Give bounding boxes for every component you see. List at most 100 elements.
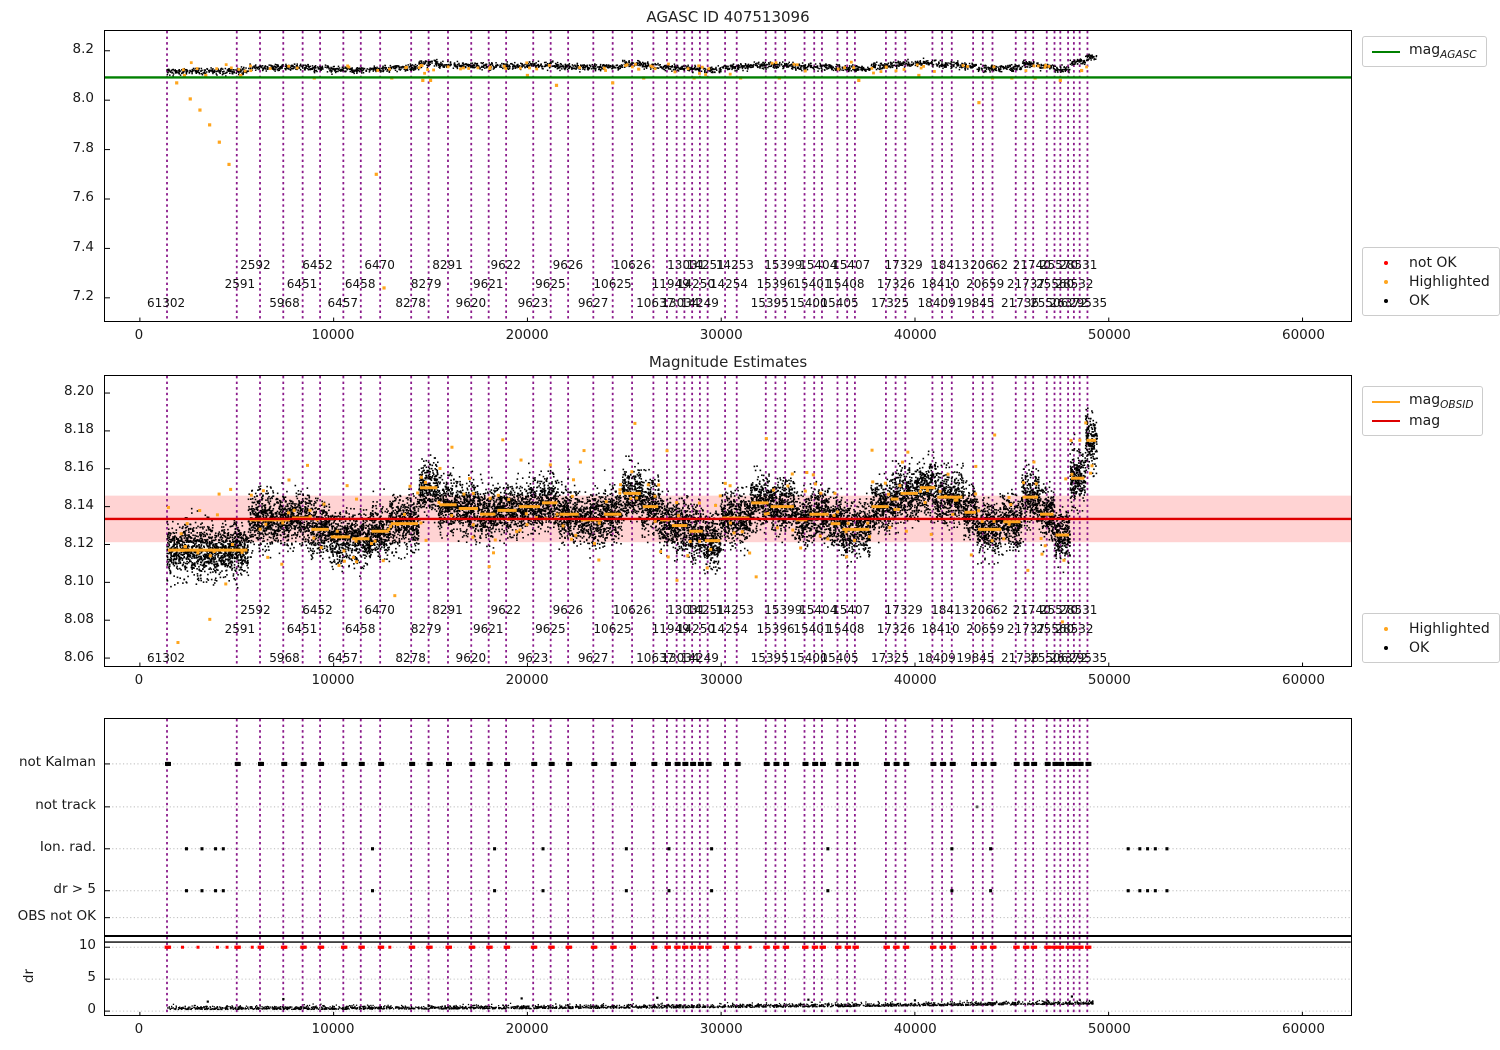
- obsid-label-8279: 8279: [411, 622, 442, 636]
- obsid-label-17329: 17329: [885, 258, 923, 272]
- obsid-label-21737: 21737: [1007, 622, 1045, 636]
- obsid-label-13031: 13031: [667, 258, 705, 272]
- obsid-label-15395: 15395: [751, 296, 789, 310]
- obsid-label-14250: 14250: [677, 622, 715, 636]
- obsid-label-15400: 15400: [789, 651, 827, 665]
- legend-swatch-mag-obsid: [1372, 400, 1400, 403]
- top-xtick-0: 0: [94, 327, 184, 343]
- obsid-label-6452: 6452: [302, 258, 333, 272]
- obsid-label-15405: 15405: [821, 651, 859, 665]
- legend-swatch-highlighted-mid: [1372, 626, 1400, 631]
- obsid-label-61302: 61302: [147, 296, 185, 310]
- dr-axis-label: dr: [21, 961, 37, 991]
- obsid-label-6457: 6457: [327, 651, 358, 665]
- bottom-panel-dr-area: [104, 936, 1352, 1016]
- mid-xtick-50000: 50000: [1064, 672, 1154, 688]
- top-ytick-8.2: 8.2: [42, 41, 94, 57]
- obsid-label-13034: 13034: [661, 296, 699, 310]
- obsid-label-15396: 15396: [756, 622, 794, 636]
- obsid-label-9621: 9621: [473, 622, 504, 636]
- obsid-label-6470: 6470: [364, 258, 395, 272]
- obsid-label-61302: 61302: [147, 651, 185, 665]
- legend-item-mag: mag: [1372, 411, 1473, 430]
- top-panel-legend-points: not OK Highlighted OK: [1362, 247, 1500, 316]
- top-panel-title: AGASC ID 407513096: [104, 8, 1352, 26]
- obsid-label-14253: 14253: [716, 258, 754, 272]
- mid-ytick-8.12: 8.12: [32, 535, 94, 551]
- middle-panel-legend-points: Highlighted OK: [1362, 613, 1500, 663]
- obsid-label-15408: 15408: [826, 622, 864, 636]
- obsid-label-21737: 21737: [1007, 277, 1045, 291]
- dr-canvas: [105, 937, 1351, 1015]
- legend-item-mag-agasc: magAGASC: [1372, 42, 1477, 61]
- dr-xtick-50000: 50000: [1064, 1021, 1154, 1037]
- obsid-label-20662: 20662: [970, 258, 1008, 272]
- legend-label-mag: mag: [1409, 413, 1440, 429]
- obsid-label-14254: 14254: [710, 277, 748, 291]
- obsid-label-17325: 17325: [871, 296, 909, 310]
- obsid-label-14253: 14253: [716, 603, 754, 617]
- obsid-label-19845: 19845: [956, 296, 994, 310]
- legend-item-mag-obsid: magOBSID: [1372, 392, 1473, 411]
- obsid-label-29535: 29535: [1069, 296, 1107, 310]
- obsid-label-14254: 14254: [710, 622, 748, 636]
- obsid-label-15405: 15405: [821, 296, 859, 310]
- top-ytick-7.6: 7.6: [42, 189, 94, 205]
- obsid-label-6451: 6451: [287, 277, 318, 291]
- obsid-label-9625: 9625: [535, 622, 566, 636]
- obsid-label-15404: 15404: [799, 603, 837, 617]
- legend-label-not-ok: not OK: [1409, 255, 1457, 271]
- obsid-label-21736: 21736: [1001, 296, 1039, 310]
- top-ytick-7.4: 7.4: [42, 239, 94, 255]
- obsid-label-21740: 21740: [1013, 258, 1051, 272]
- obsid-label-15399: 15399: [764, 258, 802, 272]
- top-xtick-10000: 10000: [288, 327, 378, 343]
- obsid-label-8278: 8278: [395, 651, 426, 665]
- obsid-label-25570: 25570: [1040, 258, 1078, 272]
- obsid-label-9625: 9625: [535, 277, 566, 291]
- obsid-label-6452: 6452: [302, 603, 333, 617]
- obsid-label-10625: 10625: [593, 622, 631, 636]
- obsid-label-17326: 17326: [877, 622, 915, 636]
- obsid-label-9623: 9623: [518, 651, 549, 665]
- obsid-label-28531: 28531: [1059, 603, 1097, 617]
- legend-label-highlighted-mid: Highlighted: [1409, 621, 1490, 637]
- obsid-label-15395: 15395: [751, 651, 789, 665]
- obsid-label-9627: 9627: [578, 651, 609, 665]
- obsid-label-18413: 18413: [931, 258, 969, 272]
- legend-swatch-mag: [1372, 419, 1400, 422]
- top-panel-canvas: [105, 31, 1351, 321]
- obsid-label-21736: 21736: [1001, 651, 1039, 665]
- obsid-label-9626: 9626: [553, 258, 584, 272]
- top-ytick-8.0: 8.0: [42, 90, 94, 106]
- legend-swatch-ok: [1372, 298, 1400, 303]
- obsid-label-8278: 8278: [395, 296, 426, 310]
- obsid-label-25506: 25506: [1030, 651, 1068, 665]
- obsid-label-10626: 10626: [613, 258, 651, 272]
- obsid-label-26372: 26372: [1050, 651, 1088, 665]
- dr-ytick-0: 0: [40, 1001, 96, 1017]
- obsid-label-5968: 5968: [269, 651, 300, 665]
- dr-xtick-40000: 40000: [870, 1021, 960, 1037]
- mid-xtick-40000: 40000: [870, 672, 960, 688]
- obsid-label-15401: 15401: [793, 277, 831, 291]
- flags-canvas: [105, 719, 1351, 935]
- obsid-label-15407: 15407: [832, 603, 870, 617]
- obsid-label-9620: 9620: [456, 651, 487, 665]
- obsid-label-15400: 15400: [789, 296, 827, 310]
- obsid-label-10637: 10637: [636, 651, 674, 665]
- obsid-label-9623: 9623: [518, 296, 549, 310]
- obsid-label-28532: 28532: [1055, 622, 1093, 636]
- legend-item-highlighted: Highlighted: [1372, 272, 1490, 291]
- mid-xtick-60000: 60000: [1258, 672, 1348, 688]
- legend-swatch-ok-mid: [1372, 645, 1400, 650]
- obsid-label-18413: 18413: [931, 603, 969, 617]
- obsid-label-29535: 29535: [1069, 651, 1107, 665]
- obsid-label-6457: 6457: [327, 296, 358, 310]
- mid-ytick-8.08: 8.08: [32, 611, 94, 627]
- mid-xtick-10000: 10000: [288, 672, 378, 688]
- middle-panel-legend-maglines: magOBSID mag: [1362, 386, 1484, 436]
- obsid-label-25560: 25560: [1036, 622, 1074, 636]
- obsid-label-14249: 14249: [681, 651, 719, 665]
- obsid-label-25570: 25570: [1040, 603, 1078, 617]
